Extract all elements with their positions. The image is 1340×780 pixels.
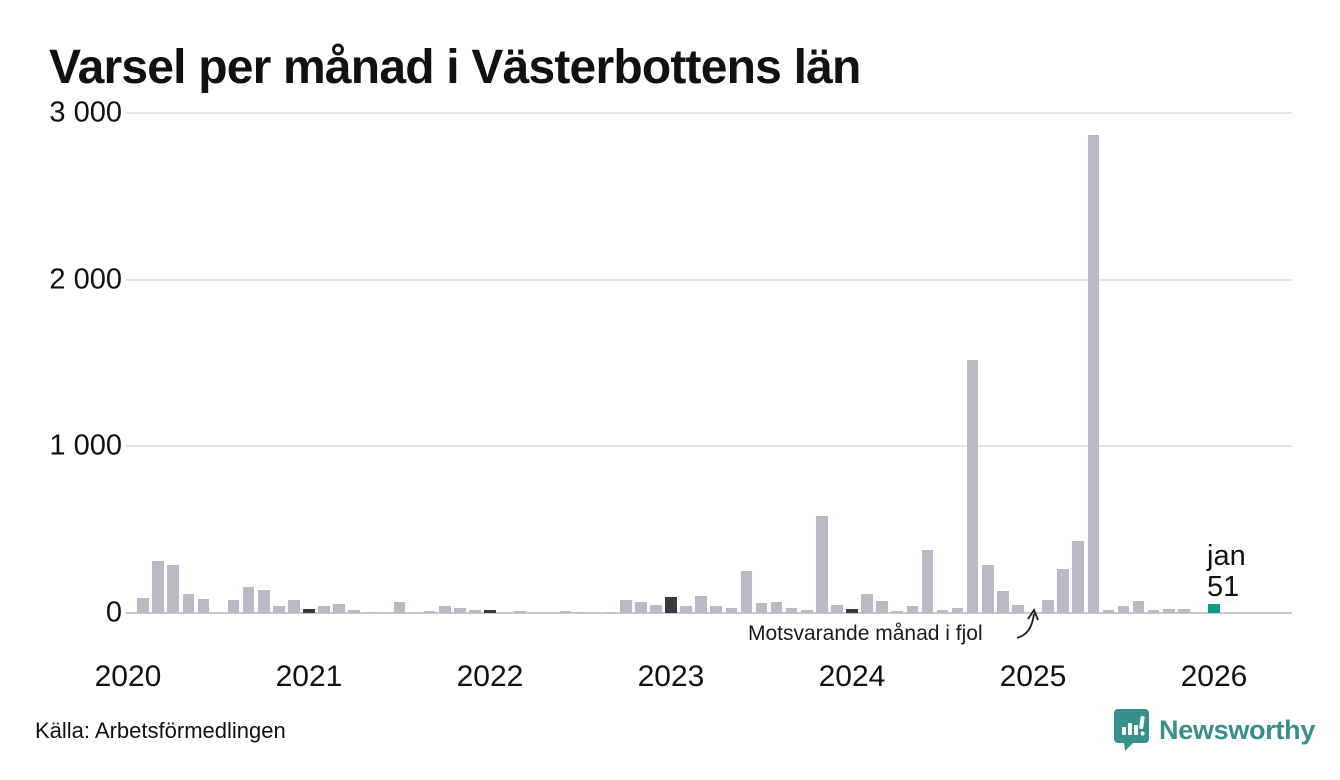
bar-2022-okt: [619, 599, 632, 613]
bar-2022-dec: [650, 605, 662, 613]
bar-2025-maj: [1087, 134, 1100, 613]
bar-2021-dec: [469, 610, 481, 613]
bar-2020-mar: [152, 561, 164, 613]
bar-2020-apr: [167, 564, 180, 613]
bar-2024-sep: [966, 359, 979, 613]
bar-2023-dec: [831, 605, 843, 613]
bar-2026-jan: [1208, 604, 1220, 613]
bar-2023-mar: [695, 596, 707, 613]
brand-footer: Newsworthy: [1114, 708, 1315, 752]
x-axis-year-label: 2024: [818, 660, 886, 693]
y-axis-tick-label: 3 000: [49, 96, 122, 129]
bar-2021-apr: [348, 610, 361, 613]
bar-2025-sep: [1147, 610, 1160, 613]
bar-2022-mar: [514, 611, 526, 613]
bar-2021-maj: [363, 611, 376, 613]
bar-2023-okt: [800, 609, 813, 613]
bar-2025-nov: [1178, 608, 1190, 613]
bar-2025-feb: [1042, 599, 1054, 613]
gridline: [126, 111, 1292, 114]
bar-2024-aug: [951, 607, 964, 613]
bar-2023-sep: [785, 607, 798, 613]
current-month-name: jan: [1207, 540, 1246, 572]
x-axis-baseline: [126, 612, 1292, 614]
bar-2023-jun: [740, 571, 753, 613]
bar-2020-jun: [197, 598, 210, 613]
bar-2021-sep: [423, 611, 436, 613]
bar-2020-sep: [242, 587, 255, 613]
bar-2023-jul: [755, 602, 768, 613]
bar-2020-maj: [182, 593, 195, 613]
current-month-value: 51: [1207, 571, 1240, 603]
bar-2023-jan: [665, 597, 677, 613]
gridline: [126, 278, 1292, 281]
bar-2022-sep: [604, 611, 617, 613]
bar-2024-mar: [876, 601, 888, 613]
y-axis-tick-label: 0: [105, 596, 122, 629]
y-axis-tick-label: 2 000: [49, 263, 122, 296]
bar-2023-nov: [816, 516, 828, 613]
bar-2025-jul: [1117, 606, 1130, 613]
bar-2022-jan: [484, 610, 496, 613]
bar-2024-jun: [921, 550, 934, 613]
bar-2024-maj: [906, 606, 919, 613]
x-axis-year-label: 2020: [94, 660, 162, 693]
bar-2020-feb: [137, 597, 149, 613]
bar-2020-dec: [288, 600, 300, 613]
bar-2021-nov: [454, 607, 466, 613]
bar-2025-okt: [1162, 608, 1175, 613]
bar-2025-mar: [1057, 568, 1069, 613]
page-title: Varsel per månad i Västerbottens län: [49, 41, 861, 94]
bar-2022-jun: [559, 611, 572, 613]
bar-2022-jul: [574, 611, 587, 613]
bar-2023-aug: [770, 602, 783, 613]
bar-2021-mar: [333, 603, 345, 613]
bar-2021-jul: [393, 602, 406, 613]
bar-2024-feb: [861, 593, 873, 613]
bar-2022-nov: [635, 602, 647, 613]
y-axis-tick-label: 1 000: [49, 429, 122, 462]
bar-2024-nov: [997, 591, 1009, 613]
bar-2023-feb: [680, 606, 692, 613]
bar-2021-feb: [318, 606, 330, 613]
bar-2021-okt: [438, 606, 451, 613]
x-axis-year-label: 2025: [999, 660, 1067, 693]
x-axis-year-label: 2022: [456, 660, 524, 693]
annotation-label: Motsvarande månad i fjol: [748, 622, 983, 645]
brand-name: Newsworthy: [1159, 714, 1316, 745]
bar-2024-apr: [891, 611, 904, 613]
x-axis-year-label: 2026: [1180, 660, 1248, 693]
bar-2025-apr: [1072, 541, 1085, 613]
bar-2024-okt: [981, 565, 994, 613]
source-caption: Källa: Arbetsförmedlingen: [35, 718, 286, 743]
annotation-arrow-icon: [1016, 608, 1039, 639]
bar-2020-aug: [227, 599, 240, 613]
bar-2020-nov: [273, 606, 285, 613]
x-axis-year-label: 2023: [637, 660, 705, 693]
bar-2020-okt: [257, 590, 270, 613]
x-axis-year-label: 2021: [275, 660, 343, 693]
bar-2025-jun: [1102, 609, 1115, 613]
current-month-label: jan 51: [1207, 541, 1246, 603]
gridline: [126, 445, 1292, 448]
bar-2024-jul: [936, 609, 949, 613]
bar-2024-jan: [846, 608, 858, 613]
bar-2025-aug: [1132, 601, 1145, 613]
newsworthy-logo-icon: [1114, 709, 1149, 751]
bar-2023-maj: [725, 607, 738, 613]
bar-2023-apr: [710, 606, 723, 613]
bar-2021-jan: [303, 608, 315, 613]
bar-2024-dec: [1012, 605, 1024, 613]
